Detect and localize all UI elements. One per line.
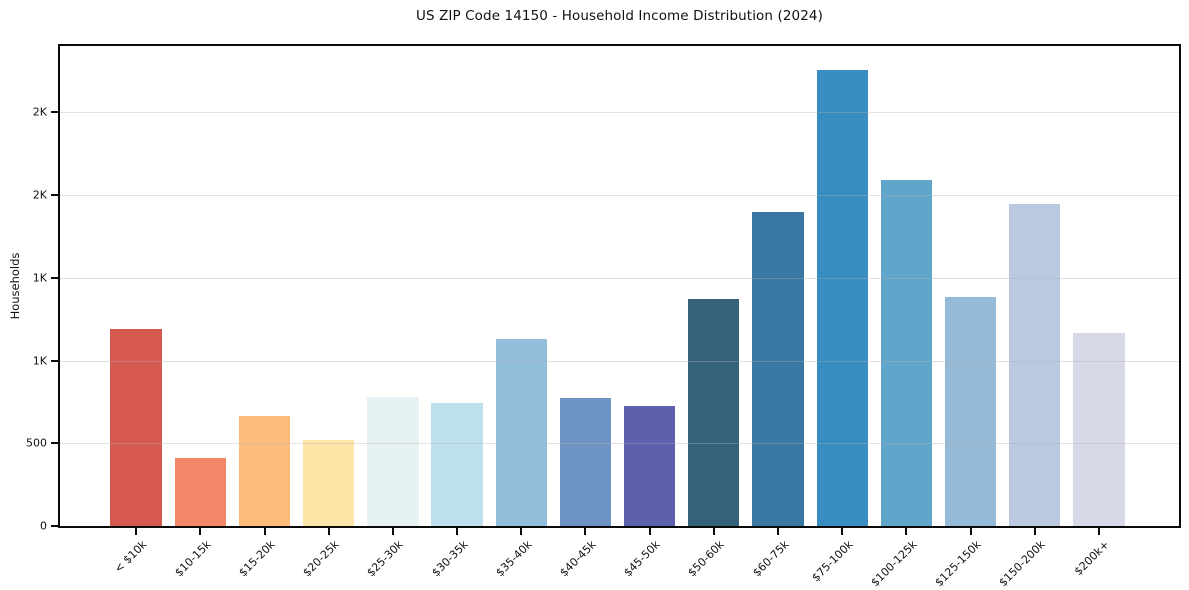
x-tick-label: $150-200k bbox=[996, 538, 1048, 590]
x-tick-label: $25-30k bbox=[364, 538, 407, 580]
bar bbox=[110, 328, 162, 526]
x-tick-mark bbox=[1097, 528, 1100, 535]
x-tick-mark bbox=[520, 528, 523, 535]
x-tick-mark bbox=[391, 528, 394, 535]
x-tick-label: $20-25k bbox=[300, 538, 342, 580]
x-tick-label: $35-40k bbox=[493, 538, 535, 580]
bar bbox=[816, 69, 868, 526]
x-tick-mark bbox=[456, 528, 458, 535]
x-tick-mark bbox=[712, 528, 715, 535]
x-tick-mark bbox=[135, 528, 138, 535]
x-tick-label: $75-100k bbox=[809, 538, 856, 585]
bar bbox=[752, 212, 804, 526]
bar bbox=[623, 406, 676, 526]
x-tick-label: $60-75k bbox=[749, 538, 792, 580]
gridline bbox=[60, 360, 1179, 362]
x-tick-mark bbox=[969, 528, 972, 535]
x-tick-mark bbox=[327, 528, 330, 535]
x-tick-mark bbox=[777, 528, 779, 535]
gridline bbox=[60, 277, 1179, 279]
bar bbox=[174, 458, 226, 526]
x-tick-label: $40-45k bbox=[557, 538, 599, 580]
bar bbox=[238, 415, 291, 526]
x-tick-label: $200k+ bbox=[1072, 538, 1113, 579]
x-tick-mark bbox=[584, 528, 587, 535]
y-tick-mark bbox=[51, 359, 58, 362]
gridline bbox=[60, 443, 1179, 445]
y-tick-mark bbox=[51, 111, 58, 114]
bar bbox=[688, 299, 740, 526]
x-tick-mark bbox=[263, 528, 266, 535]
bar bbox=[559, 398, 612, 526]
x-tick-mark bbox=[199, 528, 202, 535]
x-tick-label: $45-50k bbox=[621, 538, 663, 580]
x-tick-label: $15-20k bbox=[236, 538, 278, 580]
bar bbox=[880, 179, 933, 526]
gridline bbox=[60, 112, 1179, 114]
x-tick-mark bbox=[648, 528, 651, 535]
bar bbox=[367, 396, 419, 526]
y-tick-mark bbox=[51, 525, 58, 527]
x-tick-label: < $10k bbox=[111, 538, 150, 576]
bar bbox=[1073, 332, 1125, 526]
bar bbox=[1009, 203, 1061, 526]
x-tick-label: $10-15k bbox=[172, 538, 214, 580]
y-tick-mark bbox=[51, 194, 58, 196]
bar bbox=[944, 297, 997, 526]
x-tick-label: $125-150k bbox=[932, 538, 984, 590]
bar bbox=[303, 440, 355, 526]
x-tick-label: $50-60k bbox=[685, 538, 728, 580]
x-tick-mark bbox=[841, 528, 844, 535]
bar bbox=[495, 339, 547, 526]
x-tick-mark bbox=[1033, 528, 1036, 535]
gridline bbox=[60, 195, 1179, 196]
x-tick-label: $100-125k bbox=[868, 538, 920, 590]
chart-title: US ZIP Code 14150 - Household Income Dis… bbox=[416, 8, 823, 24]
x-tick-mark bbox=[905, 528, 908, 535]
y-tick-mark bbox=[51, 276, 58, 279]
y-tick-mark bbox=[51, 442, 58, 445]
bar bbox=[431, 402, 483, 526]
plot-area bbox=[58, 44, 1181, 528]
x-tick-label: $30-35k bbox=[428, 538, 471, 580]
